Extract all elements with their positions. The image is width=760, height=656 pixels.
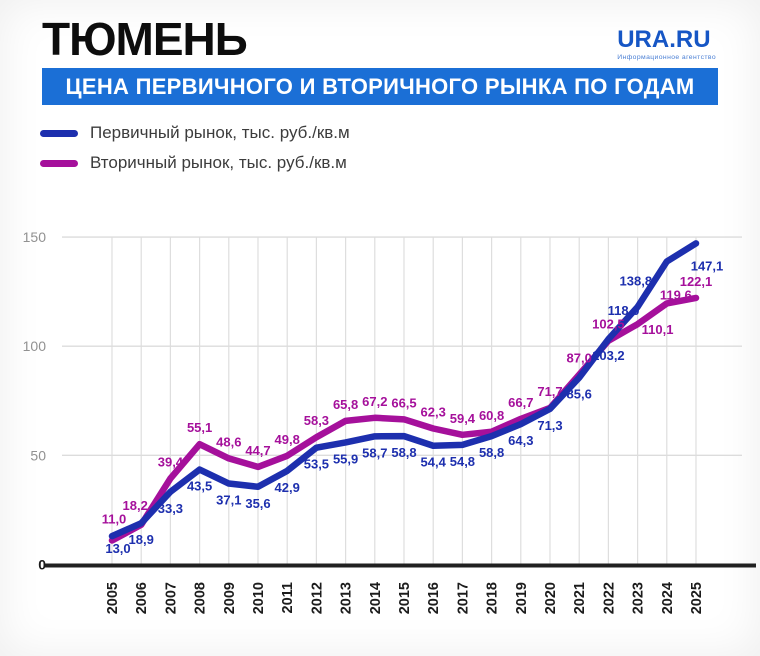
x-tick-label: 2009 xyxy=(222,582,238,614)
ura-ru-logo: URA.RU Информационное агентство xyxy=(617,28,716,62)
x-tick-label: 2010 xyxy=(251,582,267,614)
data-label-primary: 54,8 xyxy=(450,454,475,469)
data-label-secondary: 58,3 xyxy=(304,413,329,428)
data-label-primary: 58,8 xyxy=(479,445,504,460)
ura-ru-logo-text: URA.RU xyxy=(617,26,711,53)
data-label-primary: 35,6 xyxy=(245,496,270,511)
x-tick-label: 2020 xyxy=(543,582,559,614)
ura-ru-logo-tagline: Информационное агентство xyxy=(617,54,716,61)
primary-line-swatch xyxy=(40,129,78,137)
chart-banner-title: ЦЕНА ПЕРВИЧНОГО И ВТОРИЧНОГО РЫНКА ПО ГО… xyxy=(42,68,718,105)
x-tick-label: 2008 xyxy=(193,582,209,614)
data-label-secondary: 39,4 xyxy=(158,454,184,469)
x-tick-label: 2015 xyxy=(397,582,413,614)
x-tick-label: 2023 xyxy=(631,582,647,614)
legend-label-secondary: Вторичный рынок, тыс. руб./кв.м xyxy=(90,153,347,172)
data-label-secondary: 102,5 xyxy=(592,317,625,332)
data-label-secondary: 110,1 xyxy=(642,322,674,337)
data-label-primary: 13,0 xyxy=(105,541,130,556)
data-label-primary: 58,8 xyxy=(391,445,416,460)
y-tick-label: 150 xyxy=(23,229,47,245)
data-label-secondary: 11,0 xyxy=(102,511,127,526)
data-label-primary: 58,7 xyxy=(362,445,387,460)
data-label-secondary: 59,4 xyxy=(450,411,476,426)
x-tick-label: 2021 xyxy=(572,582,588,614)
x-tick-label: 2007 xyxy=(163,582,179,614)
x-tick-label: 2018 xyxy=(485,582,501,614)
data-label-secondary: 49,8 xyxy=(275,432,300,447)
data-label-secondary: 71,7 xyxy=(537,384,562,399)
data-label-primary: 138,8 xyxy=(620,273,653,288)
primary-market-line xyxy=(108,240,700,540)
data-label-secondary: 87,0 xyxy=(567,351,592,366)
data-label-primary: 18,9 xyxy=(129,532,154,547)
data-label-primary: 147,1 xyxy=(691,258,724,273)
data-label-primary: 64,3 xyxy=(508,433,533,448)
x-tick-label: 2016 xyxy=(426,582,442,614)
data-label-primary: 42,9 xyxy=(275,480,300,495)
data-label-secondary: 55,1 xyxy=(187,420,212,435)
data-label-primary: 37,1 xyxy=(216,493,241,508)
legend-item-secondary: Вторичный рынок, тыс. руб./кв.м xyxy=(40,148,350,178)
x-tick-label: 2012 xyxy=(309,582,325,614)
x-tick-label: 2011 xyxy=(280,582,296,613)
legend-item-primary: Первичный рынок, тыс. руб./кв.м xyxy=(40,118,350,148)
legend-label-primary: Первичный рынок, тыс. руб./кв.м xyxy=(90,123,350,142)
data-label-primary: 118,0 xyxy=(608,303,640,318)
data-label-secondary: 62,3 xyxy=(421,404,446,419)
data-label-secondary: 122,1 xyxy=(680,274,713,289)
y-tick-label: 50 xyxy=(30,447,46,463)
x-tick-label: 2017 xyxy=(455,582,471,614)
data-label-secondary: 66,7 xyxy=(508,395,533,410)
chart-legend: Первичный рынок, тыс. руб./кв.м Вторичны… xyxy=(40,118,350,178)
data-label-secondary: 65,8 xyxy=(333,397,358,412)
y-tick-label: 100 xyxy=(23,338,47,354)
data-label-primary: 71,3 xyxy=(537,418,562,433)
x-tick-label: 2013 xyxy=(339,582,355,614)
data-label-primary: 43,5 xyxy=(187,479,212,494)
data-label-secondary: 44,7 xyxy=(245,443,270,458)
data-label-secondary: 60,8 xyxy=(479,408,504,423)
x-tick-label: 2014 xyxy=(368,582,384,614)
secondary-line-swatch xyxy=(40,159,78,167)
x-tick-label: 2022 xyxy=(601,582,617,614)
data-label-secondary: 67,2 xyxy=(362,394,387,409)
x-tick-label: 2025 xyxy=(689,582,705,614)
page-title: ТЮМЕНЬ xyxy=(42,13,248,65)
x-tick-label: 2019 xyxy=(514,582,530,614)
data-label-secondary: 66,5 xyxy=(391,395,416,410)
data-label-primary: 54,4 xyxy=(421,455,447,470)
data-label-primary: 53,5 xyxy=(304,457,329,472)
x-tick-label: 2024 xyxy=(660,582,676,614)
data-label-primary: 103,2 xyxy=(592,348,625,363)
data-label-primary: 33,3 xyxy=(158,501,183,516)
x-tick-label: 2006 xyxy=(134,582,150,614)
data-label-secondary: 18,2 xyxy=(123,498,148,513)
data-label-secondary: 119,6 xyxy=(660,287,692,302)
data-label-primary: 55,9 xyxy=(333,451,358,466)
data-label-primary: 85,6 xyxy=(567,387,592,402)
y-tick-label: 0 xyxy=(38,557,46,573)
x-tick-label: 2005 xyxy=(105,582,121,614)
data-label-secondary: 48,6 xyxy=(216,434,241,449)
